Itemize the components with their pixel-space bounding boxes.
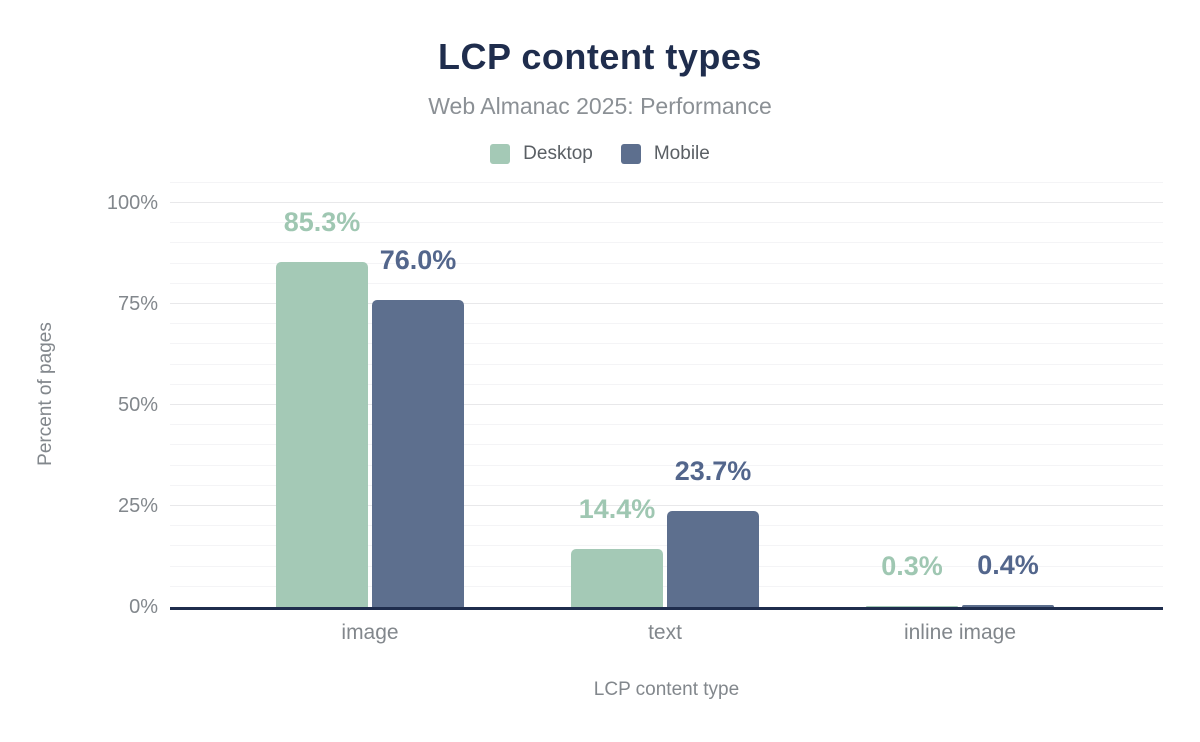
value-label-image-desktop: 85.3% bbox=[283, 207, 361, 238]
chart-subtitle: Web Almanac 2025: Performance bbox=[428, 93, 772, 119]
bar-inline-image-mobile[interactable] bbox=[962, 605, 1054, 607]
desktop-swatch-icon bbox=[490, 144, 511, 164]
legend-label-mobile: Mobile bbox=[653, 143, 710, 164]
y-tick-label: 50% bbox=[117, 394, 158, 416]
gridline-minor bbox=[170, 242, 1163, 244]
plot-area: 85.3% 14.4% 0.3% 76.0% 23.7% 0.4% bbox=[170, 181, 1163, 610]
legend-item-desktop: Desktop bbox=[490, 143, 593, 165]
gridline-minor bbox=[170, 383, 1163, 385]
legend-label-desktop: Desktop bbox=[523, 143, 593, 164]
value-label-inline-image-desktop: 0.3% bbox=[881, 550, 943, 581]
gridline-minor bbox=[170, 565, 1163, 567]
y-tick-label: 25% bbox=[117, 495, 158, 517]
y-axis-title: Percent of pages bbox=[35, 322, 56, 466]
gridline-minor bbox=[170, 525, 1163, 527]
gridline-minor bbox=[170, 343, 1163, 345]
gridline-minor bbox=[170, 181, 1163, 183]
x-category-label: inline image bbox=[903, 621, 1017, 644]
y-tick-label: 100% bbox=[106, 192, 158, 214]
gridline-major bbox=[170, 303, 1163, 304]
gridline-major bbox=[170, 404, 1163, 405]
gridline-minor bbox=[170, 585, 1163, 587]
y-tick-label: 0% bbox=[129, 596, 158, 618]
gridline-minor bbox=[170, 262, 1163, 264]
value-label-text-desktop: 14.4% bbox=[578, 493, 656, 524]
y-tick-label: 75% bbox=[117, 293, 158, 315]
bar-text-mobile[interactable] bbox=[667, 511, 759, 607]
gridline-minor bbox=[170, 444, 1163, 446]
x-category-label: image bbox=[341, 621, 399, 644]
bar-image-mobile[interactable] bbox=[372, 299, 464, 607]
gridline-minor bbox=[170, 222, 1163, 224]
bar-image-desktop[interactable] bbox=[276, 262, 368, 607]
x-axis-title: LCP content type bbox=[593, 679, 740, 700]
gridline-minor bbox=[170, 484, 1163, 486]
value-label-image-mobile: 76.0% bbox=[379, 244, 457, 275]
x-category-label: text bbox=[648, 621, 682, 644]
chart-title: LCP content types bbox=[438, 36, 762, 77]
gridline-minor bbox=[170, 363, 1163, 365]
gridline-minor bbox=[170, 545, 1163, 547]
value-label-text-mobile: 23.7% bbox=[674, 456, 752, 487]
gridline-major bbox=[170, 505, 1163, 506]
gridline-minor bbox=[170, 282, 1163, 284]
gridline-major bbox=[170, 202, 1163, 203]
bar-text-desktop[interactable] bbox=[571, 548, 663, 607]
legend-item-mobile: Mobile bbox=[620, 143, 710, 165]
gridline-minor bbox=[170, 323, 1163, 325]
mobile-swatch-icon bbox=[620, 144, 641, 164]
value-label-inline-image-mobile: 0.4% bbox=[977, 550, 1039, 581]
gridline-minor bbox=[170, 464, 1163, 466]
gridline-minor bbox=[170, 424, 1163, 426]
bar-inline-image-desktop[interactable] bbox=[866, 605, 958, 607]
legend: Desktop Mobile bbox=[0, 143, 1200, 165]
